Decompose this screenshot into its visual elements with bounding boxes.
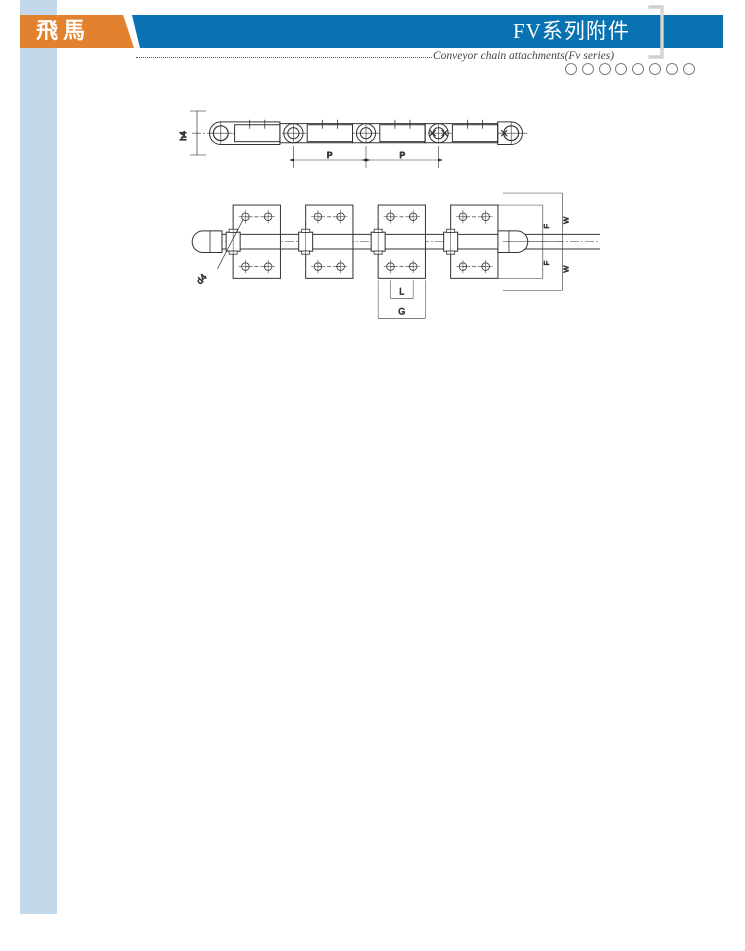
svg-text:F: F — [542, 224, 551, 229]
svg-text:L: L — [399, 286, 404, 296]
svg-text:G: G — [398, 306, 405, 316]
svg-text:F: F — [542, 260, 551, 265]
svg-text:W: W — [561, 216, 570, 224]
svg-text:W: W — [561, 265, 570, 273]
svg-text:d4: d4 — [195, 272, 209, 286]
